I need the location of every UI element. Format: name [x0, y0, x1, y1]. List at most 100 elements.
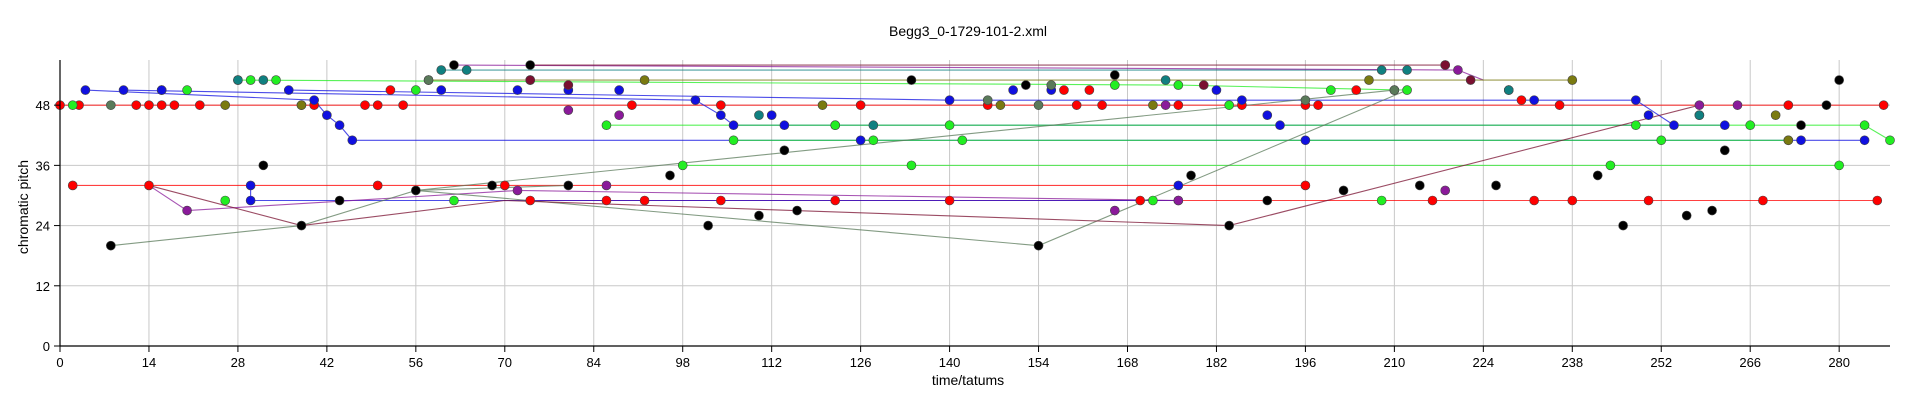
data-point: [716, 110, 726, 120]
x-tick-label: 266: [1739, 355, 1761, 370]
data-point: [1262, 110, 1273, 120]
data-point: [80, 85, 91, 95]
data-point: [1503, 85, 1514, 95]
data-point: [1364, 75, 1374, 85]
data-point: [639, 195, 650, 206]
data-point: [1097, 100, 1107, 110]
data-point: [1529, 195, 1539, 206]
data-point: [792, 205, 802, 216]
data-point: [1567, 195, 1578, 206]
data-point: [1198, 80, 1209, 90]
data-point: [245, 180, 256, 191]
data-point: [1758, 195, 1768, 206]
x-tick-label: 182: [1206, 355, 1228, 370]
data-point: [512, 85, 523, 95]
data-point: [639, 75, 650, 85]
data-point: [245, 195, 256, 206]
data-point: [449, 60, 459, 70]
data-point: [1237, 95, 1247, 105]
data-point: [271, 75, 281, 85]
x-tick-label: 168: [1117, 355, 1139, 370]
data-point: [944, 195, 955, 206]
data-point: [334, 195, 345, 206]
data-point: [1376, 65, 1387, 75]
x-tick-label: 70: [498, 355, 512, 370]
data-point: [411, 85, 421, 95]
data-point: [1465, 75, 1476, 85]
data-point: [1440, 185, 1451, 196]
data-point: [1300, 135, 1311, 146]
data-point: [1453, 65, 1463, 75]
data-point: [1173, 195, 1184, 206]
data-point: [1554, 100, 1565, 110]
data-point: [1694, 110, 1705, 120]
data-point: [754, 210, 764, 221]
data-point: [220, 195, 231, 206]
data-point: [779, 145, 790, 156]
data-point: [1719, 120, 1730, 131]
data-point: [1516, 95, 1527, 105]
data-point: [1821, 100, 1832, 110]
data-point: [1592, 170, 1603, 181]
data-point: [1224, 220, 1234, 231]
data-point: [296, 220, 307, 231]
data-point: [716, 195, 726, 206]
data-point: [322, 110, 332, 120]
data-point: [1878, 100, 1889, 110]
data-point: [957, 135, 968, 146]
data-point: [1084, 85, 1095, 95]
data-point: [944, 95, 955, 105]
data-point: [1313, 100, 1323, 110]
data-point: [385, 85, 396, 95]
data-point: [601, 120, 612, 131]
data-point: [1071, 100, 1082, 110]
data-point: [106, 240, 116, 251]
x-tick-label: 14: [142, 355, 156, 370]
data-point: [347, 135, 358, 146]
data-point: [525, 195, 536, 206]
x-tick-label: 126: [850, 355, 872, 370]
data-point: [728, 120, 739, 131]
data-point: [1173, 80, 1184, 90]
x-tick-label: 0: [56, 355, 63, 370]
data-point: [627, 100, 637, 110]
data-point: [1669, 120, 1679, 131]
data-point: [1859, 120, 1870, 131]
data-point: [1211, 85, 1222, 95]
y-axis-label: chromatic pitch: [15, 160, 31, 254]
data-point: [67, 100, 78, 110]
data-point: [1707, 205, 1717, 216]
data-point: [1694, 100, 1705, 110]
data-point: [309, 95, 319, 105]
x-tick-label: 252: [1650, 355, 1672, 370]
data-point: [1643, 110, 1654, 120]
data-point: [1681, 210, 1692, 221]
connection-line: [148, 104, 1700, 227]
data-point: [1796, 135, 1806, 146]
data-point: [411, 185, 421, 196]
grid-lines: [59, 60, 1890, 347]
data-point: [944, 120, 955, 131]
x-tick-label: 28: [231, 355, 245, 370]
y-tick-label: 0: [43, 339, 50, 354]
x-tick-label: 238: [1561, 355, 1583, 370]
x-tick-label: 140: [939, 355, 961, 370]
data-point: [182, 205, 192, 216]
data-point: [283, 85, 294, 95]
data-point: [372, 100, 383, 110]
data-point: [665, 170, 675, 181]
data-point: [1427, 195, 1438, 206]
data-point: [1631, 95, 1641, 105]
note-points: [55, 60, 1895, 251]
data-point: [1021, 80, 1031, 90]
data-point: [830, 195, 841, 206]
x-tick-label: 84: [587, 355, 601, 370]
data-point: [728, 135, 739, 146]
data-point: [1631, 120, 1641, 131]
data-point: [1351, 85, 1362, 95]
data-point: [1326, 85, 1336, 95]
data-point: [1783, 135, 1794, 146]
data-point: [779, 120, 790, 131]
data-point: [525, 75, 536, 85]
x-tick-label: 154: [1028, 355, 1050, 370]
